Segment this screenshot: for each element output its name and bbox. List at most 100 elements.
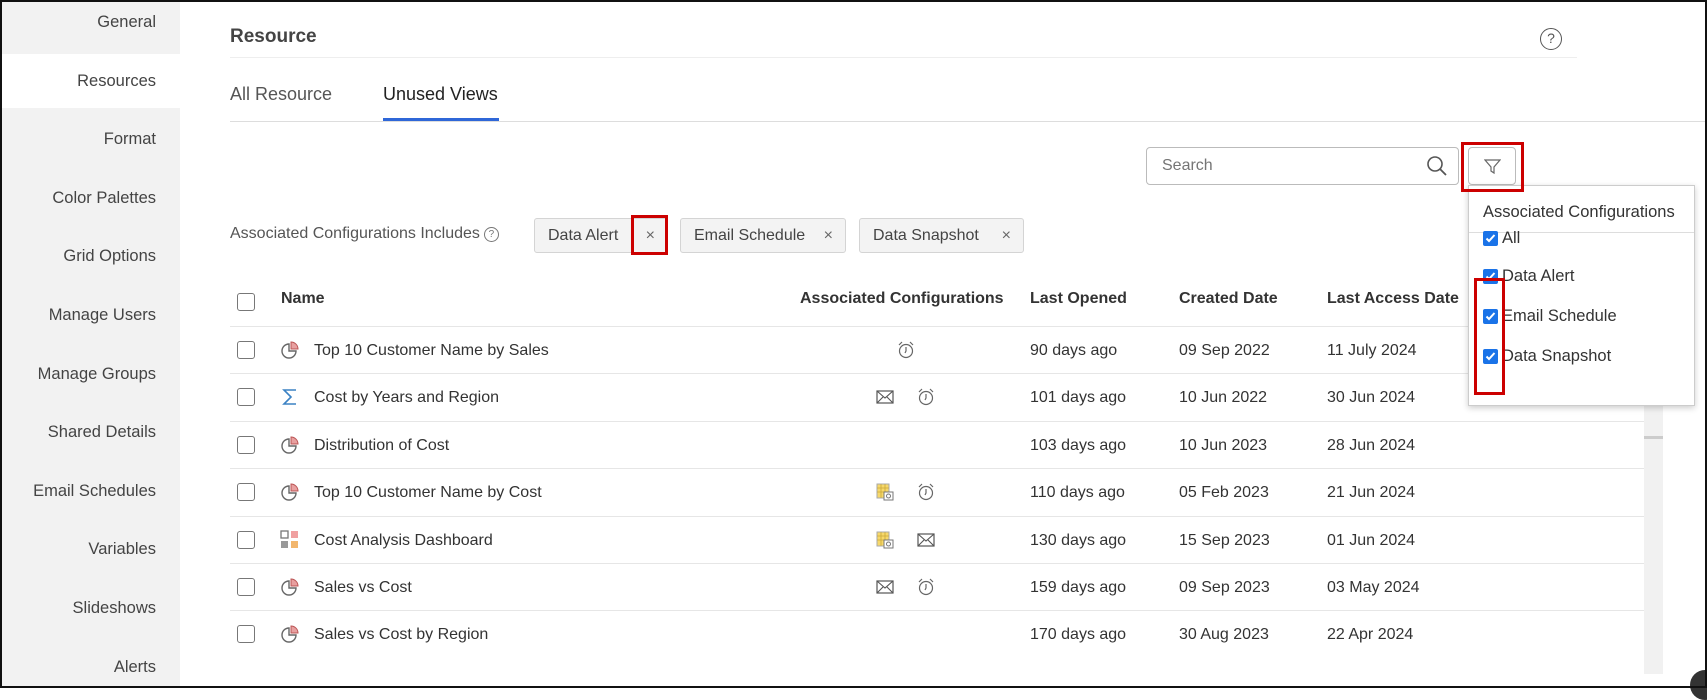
last-opened: 130 days ago xyxy=(1030,531,1127,549)
sidebar-item-format[interactable]: Format xyxy=(103,130,156,149)
table-row[interactable]: Top 10 Customer Name by Sales 90 days ago… xyxy=(230,326,1644,373)
column-header-associated-configurations[interactable]: Associated Configurations xyxy=(800,290,1004,307)
row-checkbox[interactable] xyxy=(237,625,255,644)
snapshot-icon[interactable] xyxy=(875,482,895,502)
sidebar-item-color-palettes[interactable]: Color Palettes xyxy=(52,188,156,207)
alarm-icon[interactable] xyxy=(916,482,936,502)
remove-chip-icon[interactable]: × xyxy=(1001,227,1011,244)
column-header-created-date[interactable]: Created Date xyxy=(1179,290,1278,307)
chip-label: Data Snapshot xyxy=(873,227,979,244)
row-checkbox[interactable] xyxy=(237,341,255,359)
chip-label: Data Alert xyxy=(548,227,619,244)
table-row[interactable]: Cost Analysis Dashboard 130 days ago 15 Se… xyxy=(230,515,1644,563)
sidebar-item-grid-options[interactable]: Grid Options xyxy=(63,247,156,266)
sidebar-item-shared-details[interactable]: Shared Details xyxy=(47,423,156,442)
created-date: 09 Sep 2023 xyxy=(1179,579,1270,596)
tab-unused-views[interactable]: Unused Views xyxy=(383,84,498,104)
checkbox-checked-icon[interactable] xyxy=(1483,349,1498,364)
checkbox-checked-icon[interactable] xyxy=(1483,309,1498,324)
help-icon[interactable]: ? xyxy=(483,227,499,242)
tab-all-resource[interactable]: All Resource xyxy=(230,84,333,104)
row-checkbox[interactable] xyxy=(237,578,255,596)
mail-icon[interactable] xyxy=(875,577,895,597)
sidebar-item-manage-users[interactable]: Manage Users xyxy=(48,306,156,324)
last-access-date: 03 May 2024 xyxy=(1327,579,1420,596)
last-opened: 170 days ago xyxy=(1030,626,1127,644)
table-row[interactable]: Sales vs Cost 159 days ago 09 Sep 2023 03 M… xyxy=(230,563,1644,610)
filter-option-all[interactable]: All xyxy=(1483,229,1520,248)
option-label: All xyxy=(1502,229,1521,247)
search-icon[interactable] xyxy=(1426,155,1448,182)
view-name[interactable]: Sales vs Cost xyxy=(314,579,412,596)
sidebar-item-resources[interactable]: Resources xyxy=(2,53,180,108)
view-name[interactable]: Distribution of Cost xyxy=(314,436,450,454)
last-access-date: 01 Jun 2024 xyxy=(1327,531,1416,549)
sidebar-item-email-schedules[interactable]: Email Schedules xyxy=(33,481,156,500)
highlight-box xyxy=(1461,142,1524,192)
option-label: Email Schedule xyxy=(1502,307,1617,325)
sidebar-item-general[interactable]: General xyxy=(97,13,156,31)
remove-chip-icon[interactable]: × xyxy=(823,227,833,244)
view-name[interactable]: Sales vs Cost by Region xyxy=(314,626,489,644)
sidebar-item-manage-groups[interactable]: Manage Groups xyxy=(37,364,156,383)
row-checkbox[interactable] xyxy=(237,388,255,407)
table-row[interactable]: Sales vs Cost by Region 170 days ago 30 Au… xyxy=(230,610,1644,657)
remove-chip-icon[interactable]: × xyxy=(645,227,655,244)
settings-sidebar: General Resources Format Color Palettes Grid… xyxy=(2,2,180,686)
mail-icon[interactable] xyxy=(916,530,936,550)
pie-icon xyxy=(280,577,300,597)
alarm-icon[interactable] xyxy=(916,577,936,597)
divider xyxy=(230,121,1707,122)
select-all-checkbox[interactable] xyxy=(237,293,255,311)
alarm-icon[interactable] xyxy=(916,387,936,407)
last-access-date: 21 Jun 2024 xyxy=(1327,484,1416,502)
filter-button[interactable] xyxy=(1468,147,1516,185)
filters-label-text: Associated Configurations Includes xyxy=(230,225,480,242)
active-tab-indicator xyxy=(383,118,499,121)
search-input[interactable] xyxy=(1147,148,1397,184)
view-name[interactable]: Top 10 Customer Name by Cost xyxy=(314,484,542,502)
last-opened: 110 days ago xyxy=(1030,484,1125,502)
created-date: 30 Aug 2023 xyxy=(1179,626,1269,644)
filter-option-data-snapshot[interactable]: Data Snapshot xyxy=(1483,347,1611,366)
view-name[interactable]: Cost Analysis Dashboard xyxy=(314,531,493,549)
search-box xyxy=(1146,147,1459,185)
alarm-icon[interactable] xyxy=(896,340,916,360)
row-checkbox[interactable] xyxy=(237,530,255,549)
pie-icon xyxy=(280,340,300,360)
pie-icon xyxy=(280,482,300,502)
table-row[interactable]: Distribution of Cost 103 days ago 10 Jun 2… xyxy=(230,420,1644,468)
highlight-box xyxy=(1474,278,1505,395)
mail-icon[interactable] xyxy=(875,387,895,407)
checkbox-checked-icon[interactable] xyxy=(1483,231,1498,246)
last-opened: 90 days ago xyxy=(1030,342,1118,359)
sidebar-item-alerts[interactable]: Alerts xyxy=(113,657,156,676)
row-checkbox[interactable] xyxy=(237,435,255,454)
scrollbar-thumb[interactable] xyxy=(1644,436,1663,439)
divider xyxy=(1469,232,1694,233)
row-checkbox[interactable] xyxy=(237,483,255,502)
column-header-last-access-date[interactable]: Last Access Date xyxy=(1327,290,1459,307)
column-header-name[interactable]: Name xyxy=(281,290,325,307)
help-icon[interactable]: ? xyxy=(1540,28,1562,50)
sidebar-item-variables[interactable]: Variables xyxy=(88,540,156,559)
last-access-date: 30 Jun 2024 xyxy=(1327,389,1416,407)
column-header-last-opened[interactable]: Last Opened xyxy=(1030,290,1127,307)
snapshot-icon[interactable] xyxy=(875,530,895,550)
chip-label: Email Schedule xyxy=(694,227,806,244)
last-access-date: 28 Jun 2024 xyxy=(1327,436,1416,454)
last-opened: 103 days ago xyxy=(1030,436,1127,454)
option-label: Data Snapshot xyxy=(1502,347,1612,365)
view-name[interactable]: Top 10 Customer Name by Sales xyxy=(314,342,549,359)
sidebar-item-slideshows[interactable]: Slideshows xyxy=(72,599,156,617)
created-date: 05 Feb 2023 xyxy=(1179,484,1269,502)
table-row[interactable]: Top 10 Customer Name by Cost 110 days ago… xyxy=(230,468,1644,515)
option-label: Data Alert xyxy=(1502,267,1575,285)
pie-icon xyxy=(280,435,300,455)
view-name[interactable]: Cost by Years and Region xyxy=(314,389,500,407)
created-date: 09 Sep 2022 xyxy=(1179,342,1270,359)
created-date: 10 Jun 2022 xyxy=(1179,389,1268,407)
scrollbar[interactable] xyxy=(1644,326,1663,674)
table-row[interactable]: Cost by Years and Region 101 days ago 10 J… xyxy=(230,373,1644,420)
filter-option-email-schedule[interactable]: Email Schedule xyxy=(1483,307,1617,326)
